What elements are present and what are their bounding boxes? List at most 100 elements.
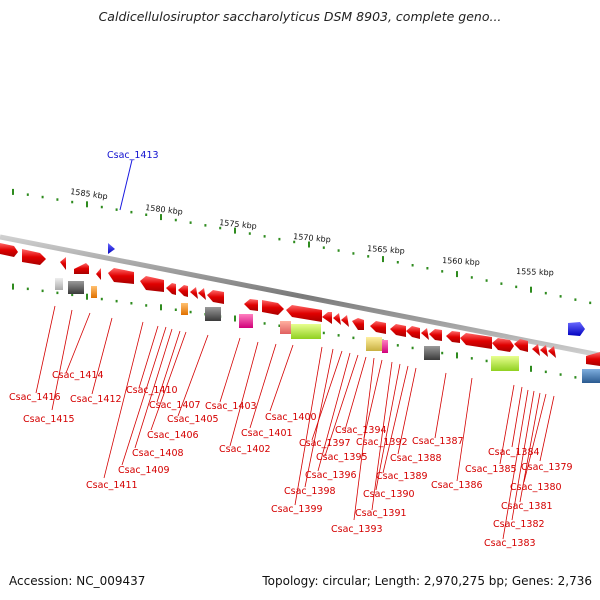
scale-tick-minor [559,295,562,298]
cds-feature[interactable] [586,352,600,366]
cds-feature[interactable] [514,339,528,352]
gene-label[interactable]: Csac_1396 [305,470,357,481]
cds-feature[interactable] [540,345,548,357]
feature-box[interactable] [181,303,188,315]
gene-label[interactable]: Csac_1403 [205,401,257,412]
gene-label[interactable]: Csac_1381 [501,501,553,512]
gene-label[interactable]: Csac_1410 [126,385,178,396]
scale-tick-major [234,315,236,322]
gene-label[interactable]: Csac_1382 [493,519,545,530]
feature-box[interactable] [291,324,321,339]
gene-label[interactable]: Csac_1394 [335,425,387,436]
cds-row-upper[interactable] [0,243,600,366]
feature-box[interactable] [366,337,382,351]
highlighted-gene-label[interactable]: Csac_1413 [107,150,159,161]
gene-label[interactable]: Csac_1400 [265,412,317,423]
cds-feature[interactable] [548,346,556,358]
feature-box[interactable] [280,321,291,334]
gene-label[interactable]: Csac_1405 [167,414,219,425]
gene-label[interactable]: Csac_1414 [52,370,104,381]
cds-feature[interactable] [207,290,224,304]
cds-feature[interactable] [492,338,514,352]
gene-label[interactable]: Csac_1388 [390,453,442,464]
gene-label[interactable]: Csac_1412 [70,394,122,405]
cds-feature[interactable] [460,333,492,349]
gene-labels[interactable]: Csac_1416 Csac_1415 Csac_1414 Csac_1412 … [9,370,573,549]
cds-feature[interactable] [262,300,284,315]
cds-feature-blue[interactable] [568,322,585,336]
cds-feature[interactable] [244,299,258,311]
genome-backbone [0,234,600,358]
gene-label[interactable]: Csac_1395 [316,452,368,463]
cds-feature[interactable] [429,329,442,341]
gene-label[interactable]: Csac_1409 [118,465,170,476]
scale-tick-minor [589,301,592,305]
cds-feature[interactable] [322,312,332,324]
cds-feature[interactable] [190,287,198,299]
cds-feature[interactable] [446,331,460,343]
feature-box[interactable] [239,314,253,328]
gene-label[interactable]: Csac_1416 [9,392,61,403]
cds-feature[interactable] [22,249,46,265]
cds-feature[interactable] [0,243,18,257]
feature-box[interactable] [582,369,600,383]
scale-tick-minor [515,285,518,289]
gene-label[interactable]: Csac_1407 [149,400,201,411]
gene-label[interactable]: Csac_1391 [355,508,407,519]
scale-label-1560: 1560 kbp [442,256,480,267]
gene-label[interactable]: Csac_1385 [465,464,517,475]
gene-label[interactable]: Csac_1402 [219,444,271,455]
gene-label[interactable]: Csac_1379 [521,462,573,473]
cds-feature[interactable] [532,344,540,356]
feature-box[interactable] [424,346,440,360]
feature-boxes[interactable] [55,278,600,383]
cds-feature[interactable] [390,324,406,337]
cds-feature[interactable] [286,305,322,322]
gene-label[interactable]: Csac_1408 [132,448,184,459]
cds-feature[interactable] [421,328,429,340]
cds-feature[interactable] [60,257,66,270]
gene-label[interactable]: Csac_1389 [376,471,428,482]
feature-box[interactable] [382,340,388,353]
gene-label[interactable]: Csac_1386 [431,480,483,491]
gene-label[interactable]: Csac_1415 [23,414,75,425]
cds-feature[interactable] [341,315,349,327]
gene-label[interactable]: Csac_1406 [147,430,199,441]
cds-feature[interactable] [370,321,386,334]
cds-feature[interactable] [96,268,101,280]
feature-box[interactable] [491,356,519,371]
gene-label[interactable]: Csac_1401 [241,428,293,439]
cds-feature[interactable] [352,318,364,330]
scale-tick-minor [411,346,414,350]
gene-label[interactable]: Csac_1380 [510,482,562,493]
gene-label[interactable]: Csac_1411 [86,480,138,491]
gene-label[interactable]: Csac_1384 [488,447,540,458]
cds-feature[interactable] [333,313,341,325]
gene-label[interactable]: Csac_1392 [356,437,408,448]
feature-box[interactable] [68,281,84,294]
gene-label[interactable]: Csac_1387 [412,436,464,447]
feature-box[interactable] [91,286,97,298]
scale-tick-minor [56,291,59,295]
gene-label[interactable]: Csac_1383 [484,538,536,549]
cds-feature[interactable] [74,263,89,274]
highlighted-gene-marker[interactable] [108,243,115,254]
cds-feature[interactable] [166,283,176,295]
cds-feature[interactable] [406,326,420,339]
scale-tick-minor [470,276,473,279]
scale-tick-minor [544,291,547,295]
gene-label[interactable]: Csac_1398 [284,486,336,497]
cds-feature[interactable] [108,268,134,284]
feature-box[interactable] [55,278,63,290]
scale-tick-minor [485,279,488,282]
gene-label[interactable]: Csac_1390 [363,489,415,500]
feature-box[interactable] [205,307,221,321]
gene-label[interactable]: Csac_1393 [331,524,383,535]
cds-feature[interactable] [178,285,188,297]
cds-feature[interactable] [140,276,164,292]
gene-label[interactable]: Csac_1397 [299,438,351,449]
cds-feature[interactable] [198,288,206,300]
gene-label[interactable]: Csac_1399 [271,504,323,515]
scale-tick-minor [396,344,399,347]
